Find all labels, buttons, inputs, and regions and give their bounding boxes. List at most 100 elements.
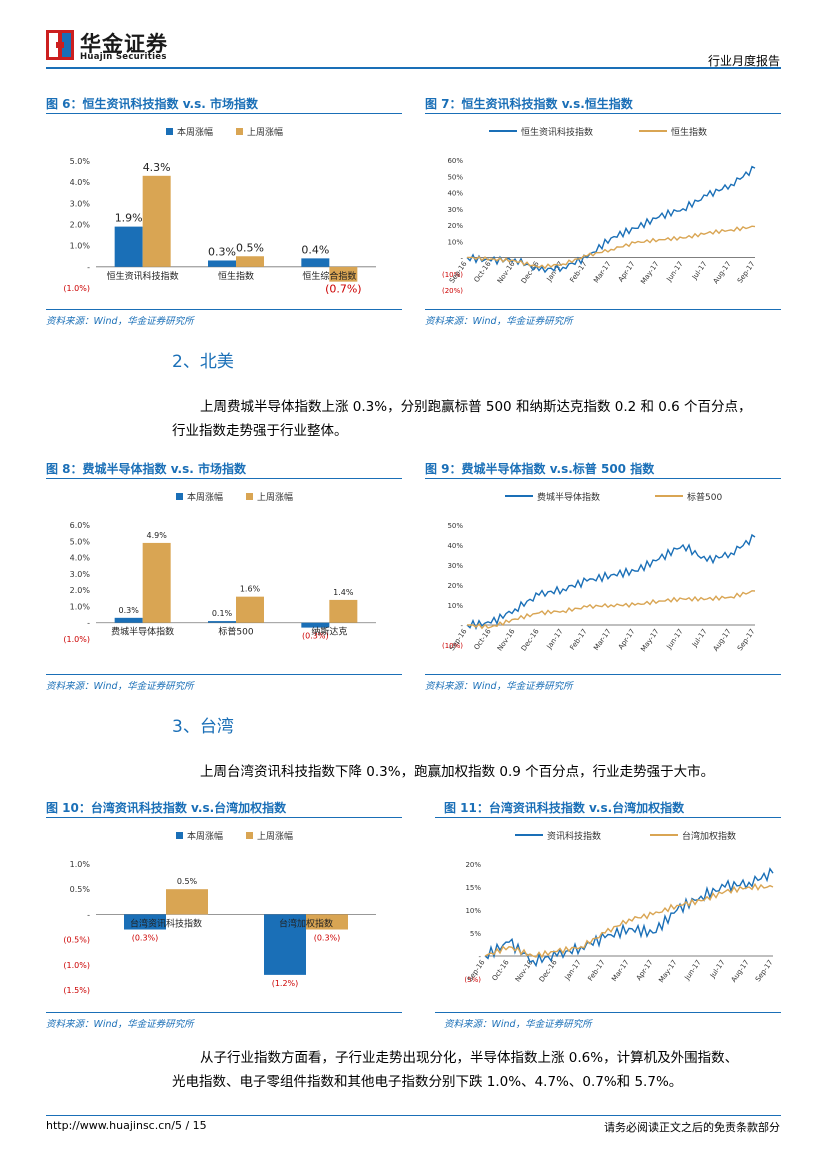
y-tick-label: 50%: [447, 173, 463, 181]
y-tick-label: -: [460, 622, 463, 630]
legend-label-1: 上周涨幅: [257, 830, 293, 842]
y-tick-label: 3.0%: [70, 199, 91, 208]
y-tick-label: (5%): [464, 976, 481, 984]
x-tick-label: Sep-17: [736, 260, 757, 285]
bar-this-week: [301, 258, 330, 267]
bar-this-week: [264, 914, 306, 975]
y-tick-label: 30%: [447, 562, 463, 570]
legend-label-1: 台湾加权指数: [682, 830, 736, 842]
fig8-bottom-rule: [46, 674, 402, 675]
y-tick-label: 4.0%: [70, 554, 91, 563]
data-label: 4.9%: [147, 531, 168, 540]
y-tick-label: -: [87, 910, 90, 919]
bar-this-week: [124, 914, 166, 930]
data-label: 1.6%: [240, 585, 261, 594]
y-tick-label: 15%: [465, 884, 481, 892]
data-label: 1.9%: [115, 212, 143, 225]
x-tick-label: Dec-16: [520, 627, 541, 652]
series-line-1: [466, 590, 756, 630]
data-label: (0.3%): [132, 934, 159, 943]
y-tick-label: 30%: [447, 206, 463, 214]
x-tick-label: Jun-17: [665, 260, 685, 284]
data-label: 0.4%: [301, 243, 329, 256]
legend-swatch-1: [246, 493, 253, 500]
y-tick-label: 2.0%: [70, 586, 91, 595]
bar-last-week: [142, 542, 171, 623]
y-tick-label: 1.0%: [70, 242, 91, 251]
data-label: (0.7%): [325, 283, 362, 296]
fig11-title: 图 11：台湾资讯科技指数 v.s.台湾加权指数: [444, 801, 685, 815]
fig7-source: 资料来源：Wind，华金证券研究所: [425, 316, 573, 327]
y-tick-label: (20%): [442, 287, 463, 295]
fig11-rule: [435, 817, 781, 818]
fig6-chart: 本周涨幅 上周涨幅 5.0% 4.0% 3.0% 2.0% 1.0% - (1.0%) 1.9% 4…: [63, 126, 376, 296]
series-line-0: [466, 533, 756, 631]
y-tick-label: -: [87, 263, 90, 272]
data-label: (1.2%): [272, 979, 299, 988]
bar-last-week: [142, 175, 171, 267]
y-tick-label: 40%: [447, 542, 463, 550]
legend-label-0: 本周涨幅: [177, 126, 213, 138]
fig6-title: 图 6：恒生资讯科技指数 v.s. 市场指数: [46, 97, 258, 111]
y-tick-label: 20%: [465, 861, 481, 869]
y-tick-label: (1.5%): [63, 986, 90, 995]
x-tick-label: Nov-16: [496, 260, 517, 285]
y-tick-label: (10%): [442, 271, 463, 279]
x-tick-label: Jan-17: [545, 628, 565, 652]
fig11-bottom-rule: [435, 1012, 781, 1013]
bar-last-week: [329, 266, 358, 282]
y-tick-label: -: [460, 255, 463, 263]
fig8-rule: [46, 478, 402, 479]
huajin-logo-icon: [46, 30, 74, 60]
fig6-bottom-rule: [46, 309, 402, 310]
y-tick-label: 5.0%: [70, 537, 91, 546]
logo-english-name: Huajin Securities: [80, 52, 167, 62]
bar-this-week: [114, 617, 143, 623]
series-line-1: [484, 882, 774, 959]
fig8-chart: 本周涨幅 上周涨幅 6.0% 5.0% 4.0% 3.0% 2.0% 1.0% - (1.0%) 0…: [63, 491, 376, 644]
fig10-rule: [46, 817, 402, 818]
x-tick-label: Apr-17: [617, 628, 637, 652]
fig6-rule: [46, 113, 402, 114]
data-label: 0.5%: [236, 241, 264, 254]
fig10-title: 图 10：台湾资讯科技指数 v.s.台湾加权指数: [46, 801, 287, 815]
legend-label-1: 恒生指数: [671, 126, 707, 138]
data-label: 0.5%: [177, 877, 198, 886]
x-tick-label: Feb-17: [586, 959, 606, 983]
section-taiwan-heading: 3、台湾: [172, 717, 234, 737]
data-label: 0.3%: [208, 245, 236, 258]
x-tick-label: Apr-17: [617, 260, 637, 284]
category-label: 费城半导体指数: [111, 626, 174, 638]
x-tick-label: Feb-17: [568, 628, 588, 652]
footer-url: http://www.huajinsc.cn/5 / 15: [46, 1119, 207, 1132]
legend-label-1: 上周涨幅: [247, 126, 283, 138]
data-label: (0.3%): [302, 632, 329, 641]
y-tick-label: (1.0%): [63, 961, 90, 970]
header-divider: [46, 67, 781, 69]
data-label: 4.3%: [143, 161, 171, 174]
fig7-chart: 恒生资讯科技指数 恒生指数 60% 50% 40% 30% 20% 10% - (10%) (20%…: [442, 126, 757, 295]
section-north-america-heading: 2、北美: [172, 352, 234, 372]
tw-paragraph: 上周台湾资讯科技指数下降 0.3%，跑赢加权指数 0.9 个百分点，行业走势强于…: [200, 764, 715, 780]
x-tick-label: Aug-17: [712, 628, 733, 653]
data-label: (0.3%): [314, 934, 341, 943]
y-tick-label: 5.0%: [70, 157, 91, 166]
x-tick-label: Oct-16: [491, 958, 511, 982]
y-tick-label: 4.0%: [70, 178, 91, 187]
x-tick-label: Mar-17: [610, 959, 630, 983]
y-tick-label: 60%: [447, 157, 463, 165]
y-tick-label: (0.5%): [63, 936, 90, 945]
fig10-source: 资料来源：Wind，华金证券研究所: [46, 1019, 194, 1030]
y-tick-label: 0.5%: [70, 885, 91, 894]
legend-label-0: 资讯科技指数: [547, 830, 601, 842]
fig7-bottom-rule: [425, 309, 781, 310]
logo-chinese-name: 华金证券: [80, 32, 168, 56]
x-tick-label: Nov-16: [496, 627, 517, 652]
na-paragraph-line2: 行业指数走势强于行业整体。: [172, 423, 348, 439]
y-tick-label: 10%: [447, 238, 463, 246]
y-tick-label: 1.0%: [70, 860, 91, 869]
fig11-source: 资料来源：Wind，华金证券研究所: [444, 1019, 592, 1030]
x-tick-label: Sep-17: [736, 628, 757, 653]
